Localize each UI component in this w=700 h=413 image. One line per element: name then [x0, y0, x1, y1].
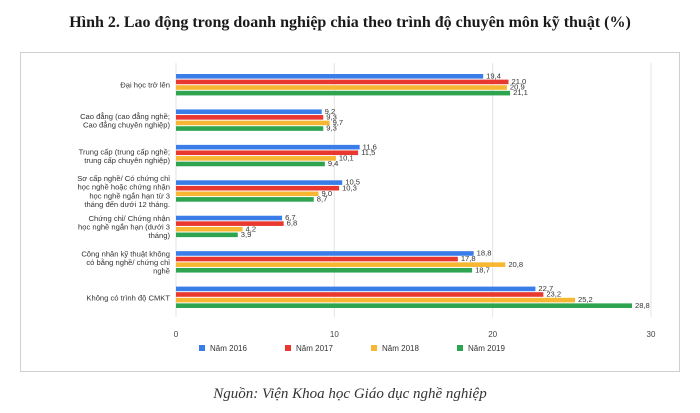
- category-label: Đại học trở lên: [120, 81, 170, 90]
- bar: [176, 115, 324, 120]
- data-label: 17,8: [461, 254, 476, 263]
- bar: [176, 74, 484, 79]
- data-label: 20,8: [508, 260, 523, 269]
- figure-title: Lao động trong doanh nghiệp chia theo tr…: [123, 14, 631, 31]
- category-label: Cao đẳng (cao đẳng nghề;: [80, 112, 170, 121]
- data-label: 19,4: [486, 71, 501, 80]
- bar: [176, 286, 536, 292]
- category-label: Chứng chỉ/ Chứng nhận: [88, 214, 170, 223]
- data-label: 11,6: [363, 142, 377, 151]
- category-label: học nghề ngắn hạn từ 3: [89, 191, 170, 200]
- category-label: Sơ cấp nghề/ Có chứng chỉ: [77, 174, 170, 183]
- data-label: 10,1: [339, 153, 354, 162]
- legend-swatch: [199, 345, 205, 351]
- data-label: 21,0: [512, 77, 527, 86]
- data-label: 18,8: [477, 249, 492, 258]
- category-label: học nghề ngắn hạn (dưới 3: [78, 222, 170, 231]
- category-label: tháng đến dưới 12 tháng.: [84, 200, 170, 209]
- bar: [176, 109, 322, 115]
- category-label: Cao đẳng chuyên nghiệp): [83, 120, 170, 129]
- bar: [176, 292, 544, 297]
- bar: [176, 256, 458, 262]
- data-label: 10,3: [342, 183, 357, 192]
- legend-label: Năm 2018: [382, 344, 419, 353]
- legend-label: Năm 2016: [210, 344, 247, 353]
- data-label: 4,2: [246, 224, 257, 233]
- chart-frame: 0 10 20 30 Đại học trở lên 19,4 21,0 20,9 21,1 Ca…: [20, 52, 680, 372]
- bar: [176, 85, 507, 90]
- data-label: 22,7: [538, 284, 553, 293]
- data-label: 25,2: [578, 295, 593, 304]
- category-label: tháng): [148, 231, 170, 240]
- data-label: 9,0: [322, 189, 333, 198]
- data-label: 10,5: [345, 178, 360, 187]
- bar: [176, 144, 360, 150]
- bar: [176, 126, 324, 131]
- category-label: nghề: [153, 266, 170, 275]
- bar: [176, 156, 336, 161]
- bar: [176, 191, 319, 197]
- bar: [176, 79, 509, 85]
- bar: [176, 197, 314, 202]
- bar: [176, 262, 506, 267]
- data-label: 20,9: [510, 83, 525, 92]
- bar: [176, 267, 473, 273]
- data-label: 9,7: [333, 118, 344, 127]
- bar: [176, 215, 283, 221]
- bar: [176, 185, 340, 191]
- bar: [176, 120, 330, 126]
- data-label: 9,3: [326, 112, 337, 121]
- bar: [176, 232, 238, 238]
- data-label: 21,1: [513, 88, 528, 97]
- category-label: Trung cấp (trung cấp nghề;: [79, 147, 170, 156]
- x-tick-label: 0: [174, 330, 179, 339]
- data-label: 23,2: [546, 290, 561, 299]
- figure-number: Hình 2.: [69, 14, 120, 31]
- data-label: 9,2: [325, 107, 336, 116]
- chart-title: Hình 2. Lao động trong doanh nghiệp chia…: [0, 14, 700, 32]
- legend-label: Năm 2019: [468, 344, 505, 353]
- data-label: 9,3: [326, 124, 337, 133]
- legend-swatch: [371, 345, 377, 351]
- x-tick-label: 10: [330, 330, 339, 339]
- legend-swatch: [285, 345, 291, 351]
- category-label: Công nhân kỹ thuật không: [81, 249, 170, 258]
- category-label: học nghề hoặc chứng nhận: [78, 183, 171, 192]
- bar: [176, 90, 511, 96]
- bar-chart: 0 10 20 30 Đại học trở lên 19,4 21,020,921,1 Ca…: [77, 63, 656, 353]
- source-note: Nguồn: Viện Khoa học Giáo dục nghề nghiệ…: [213, 386, 487, 402]
- bar: [176, 303, 632, 308]
- category-label: Không có trình độ CMKT: [86, 293, 170, 302]
- x-tick-label: 30: [647, 330, 656, 339]
- category-label: có bằng nghề/ chứng chỉ: [86, 258, 170, 267]
- legend-label: Năm 2017: [296, 344, 333, 353]
- data-label: 18,7: [475, 265, 490, 274]
- data-label: 6,8: [287, 219, 298, 228]
- x-tick-label: 20: [488, 330, 497, 339]
- category-label: trung cấp chuyên nghiệp): [84, 156, 170, 165]
- data-label: 28,8: [635, 301, 650, 310]
- bar: [176, 161, 325, 167]
- bar: [176, 150, 359, 156]
- bar: [176, 226, 243, 232]
- bar: [176, 251, 474, 256]
- data-label: 9,4: [328, 159, 339, 168]
- bar: [176, 221, 284, 226]
- data-label: 11,5: [361, 148, 375, 157]
- data-label: 8,7: [317, 195, 328, 204]
- bar: [176, 180, 343, 185]
- data-label: 6,7: [285, 213, 296, 222]
- data-label: 3,9: [241, 230, 252, 239]
- bar: [176, 297, 575, 303]
- legend-swatch: [457, 345, 463, 351]
